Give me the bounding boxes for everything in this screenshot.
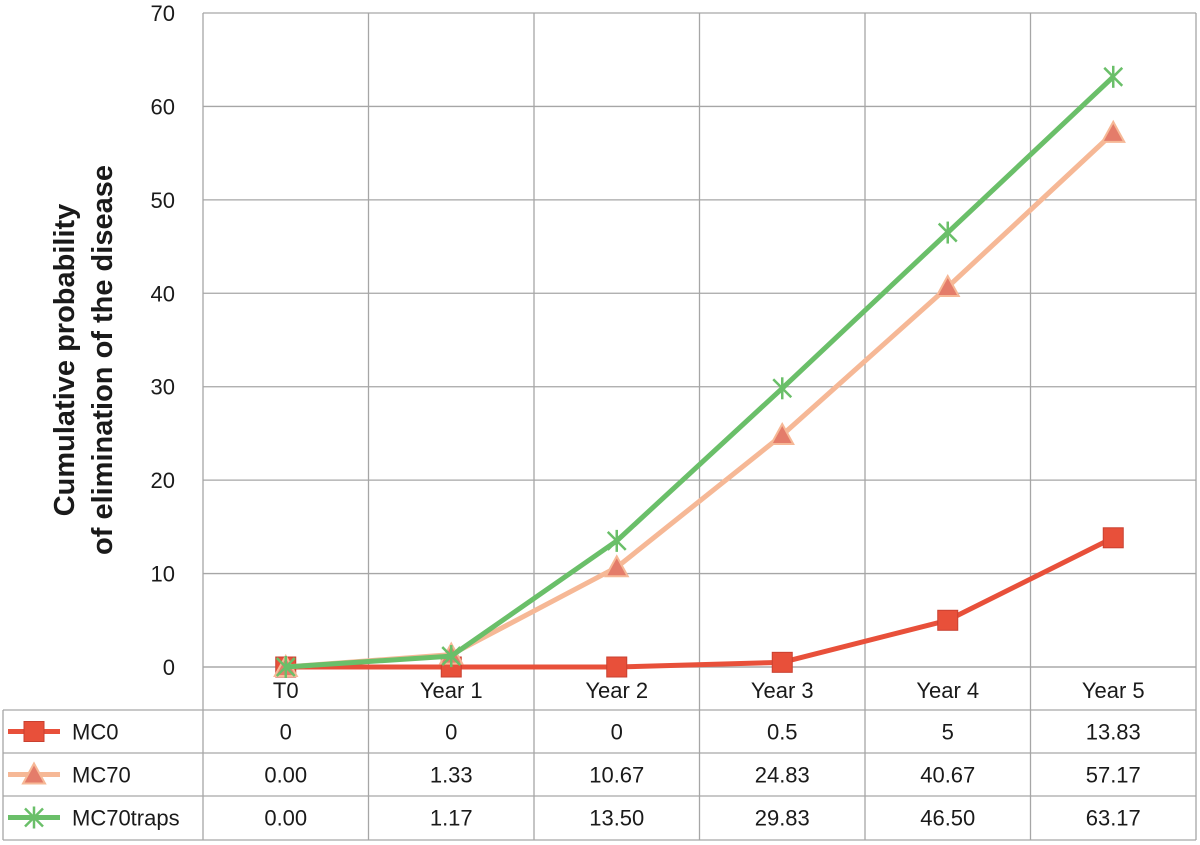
table-cell-value: 40.67 [920, 763, 975, 788]
series-line [285, 74, 1115, 670]
gridlines [202, 12, 1197, 840]
data-point-star [275, 656, 296, 678]
table-cell-value: 0 [611, 720, 623, 745]
legend-label: MC70traps [72, 806, 180, 831]
legend-key-MC70traps [8, 806, 60, 829]
data-point-star [937, 221, 958, 244]
legend-label: MC70 [72, 763, 131, 788]
series-MC70traps [275, 65, 1124, 678]
table-cell-value: 63.17 [1086, 806, 1141, 831]
data-point-triangle [604, 554, 630, 578]
legend-label: MC0 [72, 720, 118, 745]
series-line [285, 535, 1115, 670]
table-cell-value: 0.5 [767, 720, 798, 745]
table-cell-value: 13.83 [1086, 720, 1141, 745]
table-cell-value: 13.50 [589, 806, 644, 831]
table-cell-value: 1.17 [430, 806, 473, 831]
table-cell-value: 29.83 [755, 806, 810, 831]
data-table: T0 Year 1 Year 2 Year 3 Year 4 Year 5 MC0 0 0 0 0.… [2, 666, 1196, 841]
y-axis-title-line-2: of elimination of the disease [87, 165, 119, 555]
y-tick-label: 20 [151, 468, 175, 493]
data-point-triangle [1100, 119, 1126, 143]
x-category-label: Year 1 [420, 678, 483, 703]
data-point-triangle [21, 761, 47, 785]
data-point-triangle [935, 273, 961, 298]
data-point-square [606, 656, 628, 678]
y-tick-label: 0 [163, 655, 175, 680]
legend-key-MC0 [8, 721, 60, 742]
x-category-label: Year 3 [751, 678, 814, 703]
x-category-label: Year 4 [916, 678, 979, 703]
y-tick-label: 60 [151, 94, 175, 119]
y-tick-label: 30 [151, 375, 175, 400]
y-axis-ticks: 0 10 20 30 40 50 60 70 [151, 1, 175, 680]
table-cell-value: 57.17 [1086, 763, 1141, 788]
x-category-label: Year 2 [585, 678, 648, 703]
table-cell-value: 46.50 [920, 806, 975, 831]
data-point-star [772, 377, 793, 400]
data-point-square [1102, 527, 1124, 549]
table-cell-value: 0 [445, 720, 457, 745]
y-axis-title-line-1: Cumulative probability [49, 204, 81, 517]
y-tick-label: 70 [151, 1, 175, 26]
data-point-square [23, 721, 45, 742]
table-cell-value: 24.83 [755, 763, 810, 788]
x-category-label: Year 5 [1082, 678, 1145, 703]
series-lines [273, 65, 1126, 678]
data-point-star [24, 806, 44, 829]
legend-key-MC70 [8, 761, 60, 785]
data-point-star [441, 645, 462, 668]
y-tick-label: 40 [151, 281, 175, 306]
table-cell-value: 1.33 [430, 763, 473, 788]
table-cell-value: 0 [280, 720, 292, 745]
table-cell-value: 0.00 [264, 806, 307, 831]
y-axis-title: Cumulative probability of elimination of… [49, 165, 119, 555]
data-point-star [1103, 65, 1124, 88]
data-point-triangle [769, 421, 795, 446]
table-cell-value: 10.67 [589, 763, 644, 788]
x-category-label: T0 [273, 678, 299, 703]
y-tick-label: 50 [151, 188, 175, 213]
data-point-star [606, 529, 627, 552]
y-tick-label: 10 [151, 562, 175, 587]
data-point-square [771, 651, 793, 673]
table-cell-value: 0.00 [264, 763, 307, 788]
table-cell-value: 5 [942, 720, 954, 745]
data-point-square [937, 609, 959, 631]
